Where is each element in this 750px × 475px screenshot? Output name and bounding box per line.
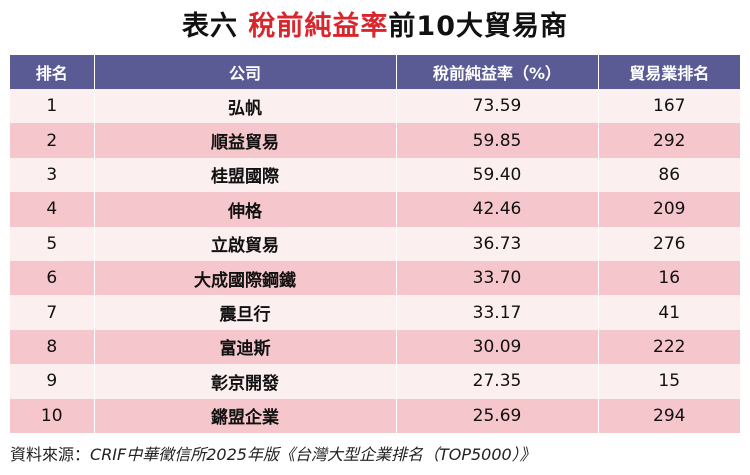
cell-company: 鏘盟企業 [94, 398, 397, 433]
cell-trade-rank: 16 [598, 260, 740, 296]
cell-company: 伸格 [94, 192, 397, 227]
source-note: 資料來源：CRIF中華徵信所2025年版《台灣大型企業排名（TOP5000）》 [10, 440, 740, 470]
cell-company: 立啟貿易 [94, 226, 397, 261]
cell-margin: 27.35 [396, 364, 599, 399]
cell-margin: 33.70 [396, 260, 599, 296]
cell-rank: 8 [10, 329, 95, 365]
header-trade-rank: 貿易業排名 [598, 55, 740, 89]
cell-rank: 1 [10, 89, 95, 124]
table-row: 4 伸格 42.46 209 [10, 192, 740, 227]
cell-margin: 25.69 [396, 398, 599, 433]
title-highlight: 稅前純益率 [248, 11, 389, 42]
table-row: 10 鏘盟企業 25.69 294 [10, 398, 740, 433]
cell-trade-rank: 292 [598, 123, 740, 158]
cell-margin: 73.59 [396, 89, 599, 124]
table-row: 3 桂盟國際 59.40 86 [10, 157, 740, 193]
table-row: 1 弘帆 73.59 167 [10, 89, 740, 124]
page-title: 表六 稅前純益率前10大貿易商 [0, 4, 750, 50]
cell-company: 桂盟國際 [94, 157, 397, 193]
cell-trade-rank: 41 [598, 295, 740, 330]
cell-rank: 10 [10, 398, 95, 433]
cell-company: 彰京開發 [94, 364, 397, 399]
table-row: 2 順益貿易 59.85 292 [10, 123, 740, 158]
header-company: 公司 [94, 55, 397, 89]
header-margin: 稅前純益率（%） [396, 55, 599, 89]
cell-rank: 4 [10, 192, 95, 227]
cell-trade-rank: 86 [598, 157, 740, 193]
cell-margin: 33.17 [396, 295, 599, 330]
cell-trade-rank: 15 [598, 364, 740, 399]
cell-margin: 59.85 [396, 123, 599, 158]
header-rank: 排名 [10, 55, 95, 89]
table-row: 5 立啟貿易 36.73 276 [10, 226, 740, 261]
cell-margin: 36.73 [396, 226, 599, 261]
source-text: CRIF中華徵信所2025年版《台灣大型企業排名（TOP5000）》 [90, 445, 536, 464]
cell-trade-rank: 294 [598, 398, 740, 433]
title-suffix: 前10大貿易商 [388, 11, 568, 42]
cell-trade-rank: 222 [598, 329, 740, 365]
cell-rank: 7 [10, 295, 95, 330]
cell-company: 富迪斯 [94, 329, 397, 365]
cell-trade-rank: 209 [598, 192, 740, 227]
source-label: 資料來源： [10, 445, 91, 464]
table-row: 7 震旦行 33.17 41 [10, 295, 740, 330]
cell-company: 順益貿易 [94, 123, 397, 158]
cell-rank: 3 [10, 157, 95, 193]
table-row: 8 富迪斯 30.09 222 [10, 329, 740, 365]
table-header-row: 排名 公司 稅前純益率（%） 貿易業排名 [10, 55, 740, 89]
title-prefix: 表六 [182, 11, 238, 42]
cell-trade-rank: 167 [598, 89, 740, 124]
cell-rank: 2 [10, 123, 95, 158]
cell-company: 弘帆 [94, 89, 397, 124]
cell-company: 大成國際鋼鐵 [94, 260, 397, 296]
table-row: 9 彰京開發 27.35 15 [10, 364, 740, 399]
cell-margin: 59.40 [396, 157, 599, 193]
cell-rank: 9 [10, 364, 95, 399]
cell-margin: 42.46 [396, 192, 599, 227]
ranking-table: 排名 公司 稅前純益率（%） 貿易業排名 1 弘帆 73.59 167 2 順益… [10, 55, 740, 433]
cell-company: 震旦行 [94, 295, 397, 330]
cell-trade-rank: 276 [598, 226, 740, 261]
table-row: 6 大成國際鋼鐵 33.70 16 [10, 260, 740, 296]
cell-margin: 30.09 [396, 329, 599, 365]
cell-rank: 5 [10, 226, 95, 261]
cell-rank: 6 [10, 260, 95, 296]
